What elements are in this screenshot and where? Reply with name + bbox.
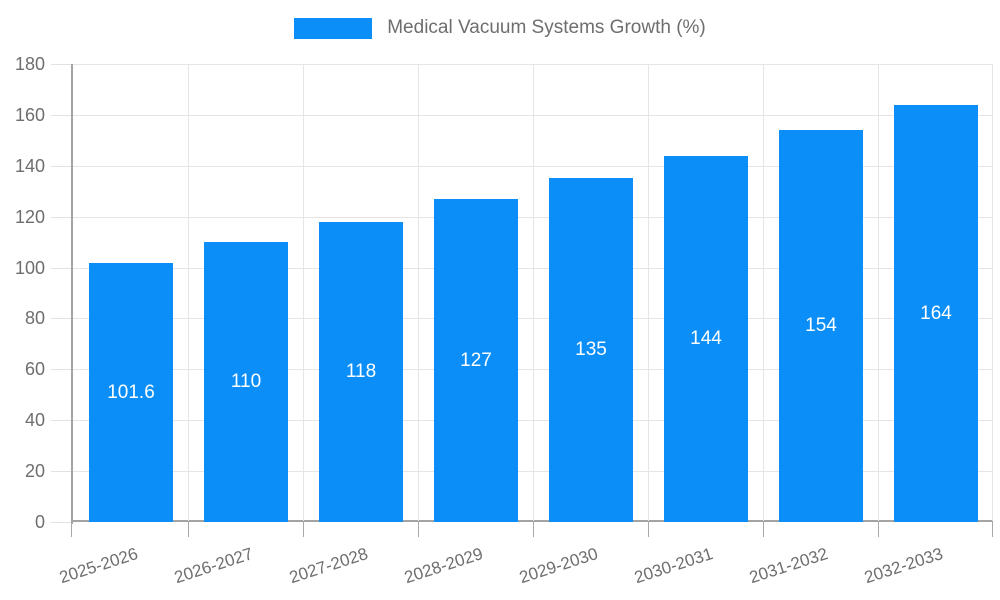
x-axis-tick (71, 522, 72, 537)
y-tick-label: 140 (14, 155, 45, 176)
y-axis-tick (51, 64, 71, 65)
y-axis-tick (51, 165, 71, 167)
v-gridline (878, 64, 879, 521)
x-axis-tick (763, 522, 764, 537)
bar-value-label: 164 (920, 303, 952, 324)
bar: 110 (204, 242, 288, 522)
x-tick-label: 2030-2031 (631, 544, 715, 588)
bar: 135 (549, 178, 633, 522)
y-axis-tick (51, 318, 71, 320)
y-tick-label: 20 (24, 461, 45, 482)
y-axis-tick (51, 267, 71, 269)
x-tick-label: 2026-2027 (171, 544, 255, 588)
bar: 118 (319, 222, 403, 522)
v-gridline (418, 64, 419, 521)
x-axis-tick (878, 522, 879, 537)
y-tick-label: 160 (14, 104, 45, 125)
bar: 101.6 (89, 263, 173, 522)
v-gridline (303, 64, 304, 521)
y-tick-label: 60 (24, 359, 45, 380)
y-axis-tick (51, 471, 71, 473)
bar-value-label: 144 (690, 328, 722, 349)
legend-swatch (294, 17, 373, 39)
v-gridline (188, 64, 189, 521)
v-gridline (533, 64, 534, 521)
y-tick-label: 80 (24, 308, 45, 329)
x-tick-label: 2025-2026 (56, 544, 140, 588)
bar: 127 (434, 199, 518, 522)
plot-area: 0 20 40 60 80 100 120 140 160 180 101.6 2025-2026 11… (15, 54, 993, 587)
x-tick-label: 2027-2028 (286, 544, 370, 588)
bar: 154 (779, 130, 863, 522)
legend-label: Medical Vacuum Systems Growth (%) (387, 17, 706, 38)
bar-value-label: 135 (575, 339, 607, 360)
y-axis-tick (51, 522, 71, 523)
bar-value-label: 154 (805, 315, 837, 336)
legend: Medical Vacuum Systems Growth (%) (0, 0, 1000, 56)
x-tick-label: 2028-2029 (401, 544, 485, 588)
y-axis-tick (51, 216, 71, 218)
x-axis-tick (992, 522, 993, 537)
y-tick-label: 100 (14, 257, 45, 278)
x-axis-tick (188, 522, 189, 537)
y-tick-label: 40 (24, 410, 45, 431)
x-axis-tick (418, 522, 419, 537)
y-tick-label: 180 (14, 54, 45, 74)
x-axis-tick (533, 522, 534, 537)
x-tick-label: 2031-2032 (746, 544, 830, 588)
x-axis-tick (648, 522, 649, 537)
bar: 144 (664, 156, 748, 522)
y-tick-label: 120 (14, 206, 45, 227)
bar-value-label: 110 (230, 371, 262, 392)
bar-value-label: 127 (460, 350, 492, 371)
bar-value-label: 101.6 (107, 382, 155, 403)
y-axis-tick (51, 420, 71, 422)
v-gridline (992, 64, 993, 521)
x-tick-label: 2032-2033 (861, 544, 945, 588)
y-tick-label: 0 (34, 512, 45, 532)
x-tick-label: 2029-2030 (516, 544, 600, 588)
y-axis-tick (51, 369, 71, 371)
v-gridline (763, 64, 764, 521)
x-axis-line (71, 520, 993, 522)
y-axis-line (71, 64, 73, 524)
bar-value-label: 118 (345, 361, 377, 382)
v-gridline (648, 64, 649, 521)
x-axis-tick (303, 522, 304, 537)
y-axis-tick (51, 114, 71, 116)
legend-item[interactable]: Medical Vacuum Systems Growth (%) (294, 17, 706, 39)
bar: 164 (894, 105, 978, 522)
